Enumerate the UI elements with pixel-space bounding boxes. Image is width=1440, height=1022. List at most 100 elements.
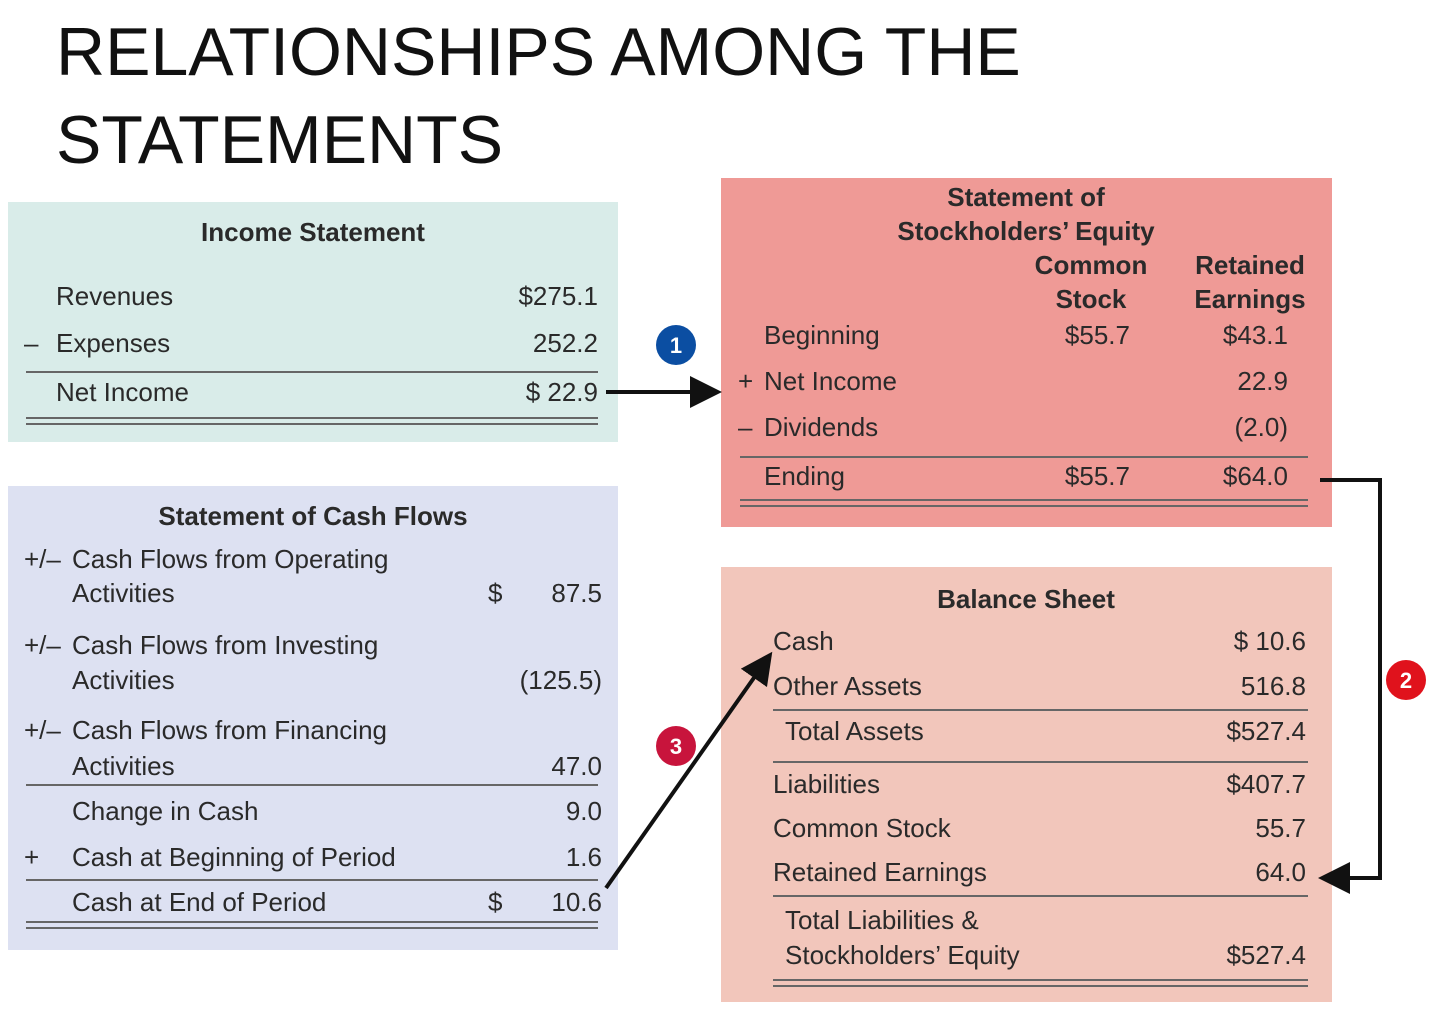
row-amount: $55.7: [1064, 320, 1130, 350]
rule: [26, 927, 598, 929]
row-label: Activities: [72, 751, 175, 781]
marker-number: 1: [670, 333, 682, 358]
row-amount: $64.0: [1222, 461, 1288, 491]
row-label: Net Income: [764, 366, 897, 396]
equity-box: [721, 178, 1332, 527]
row-amount: 10.6: [551, 887, 602, 917]
row-amount: 516.8: [1240, 671, 1306, 701]
rule: [740, 499, 1308, 501]
title-line: STATEMENTS: [56, 102, 504, 178]
row-label: Beginning: [764, 320, 880, 350]
rule: [26, 921, 598, 923]
row-amount: 55.7: [1255, 813, 1306, 843]
rule: [26, 423, 598, 425]
row-sign: –: [738, 412, 753, 442]
rule: [740, 505, 1308, 507]
column-header: Stock: [1055, 284, 1127, 314]
row-amount: 64.0: [1255, 857, 1306, 887]
row-amount: 9.0: [565, 796, 602, 826]
row-sign: +/–: [24, 544, 61, 574]
row-currency: $: [488, 578, 503, 608]
rule: [26, 784, 598, 786]
row-amount: $43.1: [1222, 320, 1288, 350]
column-header: Common: [1034, 250, 1148, 280]
section-title: Stockholders’ Equity: [897, 216, 1155, 246]
section-title: Balance Sheet: [937, 584, 1115, 614]
row-amount: $527.4: [1226, 940, 1306, 970]
row-amount: (2.0): [1234, 412, 1288, 442]
row-label: Expenses: [56, 328, 171, 358]
row-label: Stockholders’ Equity: [785, 940, 1020, 970]
column-header: Earnings: [1194, 284, 1306, 314]
row-sign: +: [738, 366, 754, 396]
row-label: Ending: [764, 461, 845, 491]
row-sign: +/–: [24, 630, 61, 660]
rule: [26, 371, 598, 373]
marker-number: 2: [1400, 668, 1412, 693]
row-sign: –: [24, 328, 39, 358]
arrow: [604, 651, 773, 890]
row-label: Cash Flows from Financing: [72, 715, 387, 745]
rule: [26, 879, 598, 881]
rule: [26, 417, 598, 419]
row-amount: (125.5): [519, 665, 602, 695]
marker-circle: [656, 726, 696, 766]
cash-flows-box: [8, 486, 618, 950]
row-label: Dividends: [764, 412, 879, 442]
marker-circle: [1386, 660, 1426, 700]
row-label: Revenues: [56, 281, 174, 311]
step-marker: 2: [1386, 660, 1426, 700]
row-label: Total Assets: [785, 716, 924, 746]
rule: [773, 895, 1308, 897]
row-amount: $407.7: [1226, 769, 1306, 799]
row-label: Other Assets: [773, 671, 922, 701]
row-label: Total Liabilities &: [785, 905, 979, 935]
row-amount: 252.2: [532, 328, 598, 358]
row-label: Change in Cash: [72, 796, 259, 826]
rule: [773, 985, 1308, 987]
balance-sheet-box: [721, 567, 1332, 1002]
row-amount: $527.4: [1226, 716, 1306, 746]
row-label: Retained Earnings: [773, 857, 987, 887]
row-label: Cash at Beginning of Period: [72, 842, 396, 872]
row-sign: +/–: [24, 715, 61, 745]
row-amount: $55.7: [1064, 461, 1130, 491]
row-label: Cash: [773, 626, 834, 656]
rule: [773, 979, 1308, 981]
row-amount: $ 22.9: [525, 377, 598, 407]
step-marker: 1: [656, 325, 696, 365]
row-amount: 1.6: [565, 842, 602, 872]
row-sign: +: [24, 842, 40, 872]
row-label: Activities: [72, 578, 175, 608]
column-header: Retained: [1195, 250, 1305, 280]
row-label: Common Stock: [773, 813, 951, 843]
row-label: Activities: [72, 665, 175, 695]
row-label: Cash Flows from Operating: [72, 544, 389, 574]
slide-title: RELATIONSHIPS AMONG THE STATEMENTS: [56, 8, 1021, 184]
row-label: Cash Flows from Investing: [72, 630, 379, 660]
rule: [773, 761, 1308, 763]
section-title: Statement of Cash Flows: [158, 501, 468, 531]
row-amount: $275.1: [518, 281, 598, 311]
step-marker: 3: [656, 726, 696, 766]
row-amount: $ 10.6: [1233, 626, 1306, 656]
marker-circle: [656, 325, 696, 365]
row-label: Cash at End of Period: [72, 887, 327, 917]
income-statement-box: [8, 202, 618, 442]
row-amount: 22.9: [1237, 366, 1288, 396]
row-label: Liabilities: [773, 769, 880, 799]
arrow: [1318, 478, 1382, 894]
marker-number: 3: [670, 734, 682, 759]
section-title: Income Statement: [201, 217, 425, 247]
title-line: RELATIONSHIPS AMONG THE: [56, 14, 1021, 90]
row-amount: 87.5: [551, 578, 602, 608]
section-title: Statement of: [947, 182, 1105, 212]
row-currency: $: [488, 887, 503, 917]
rule: [773, 709, 1308, 711]
row-label: Net Income: [56, 377, 189, 407]
rule: [740, 456, 1308, 458]
row-amount: 47.0: [551, 751, 602, 781]
